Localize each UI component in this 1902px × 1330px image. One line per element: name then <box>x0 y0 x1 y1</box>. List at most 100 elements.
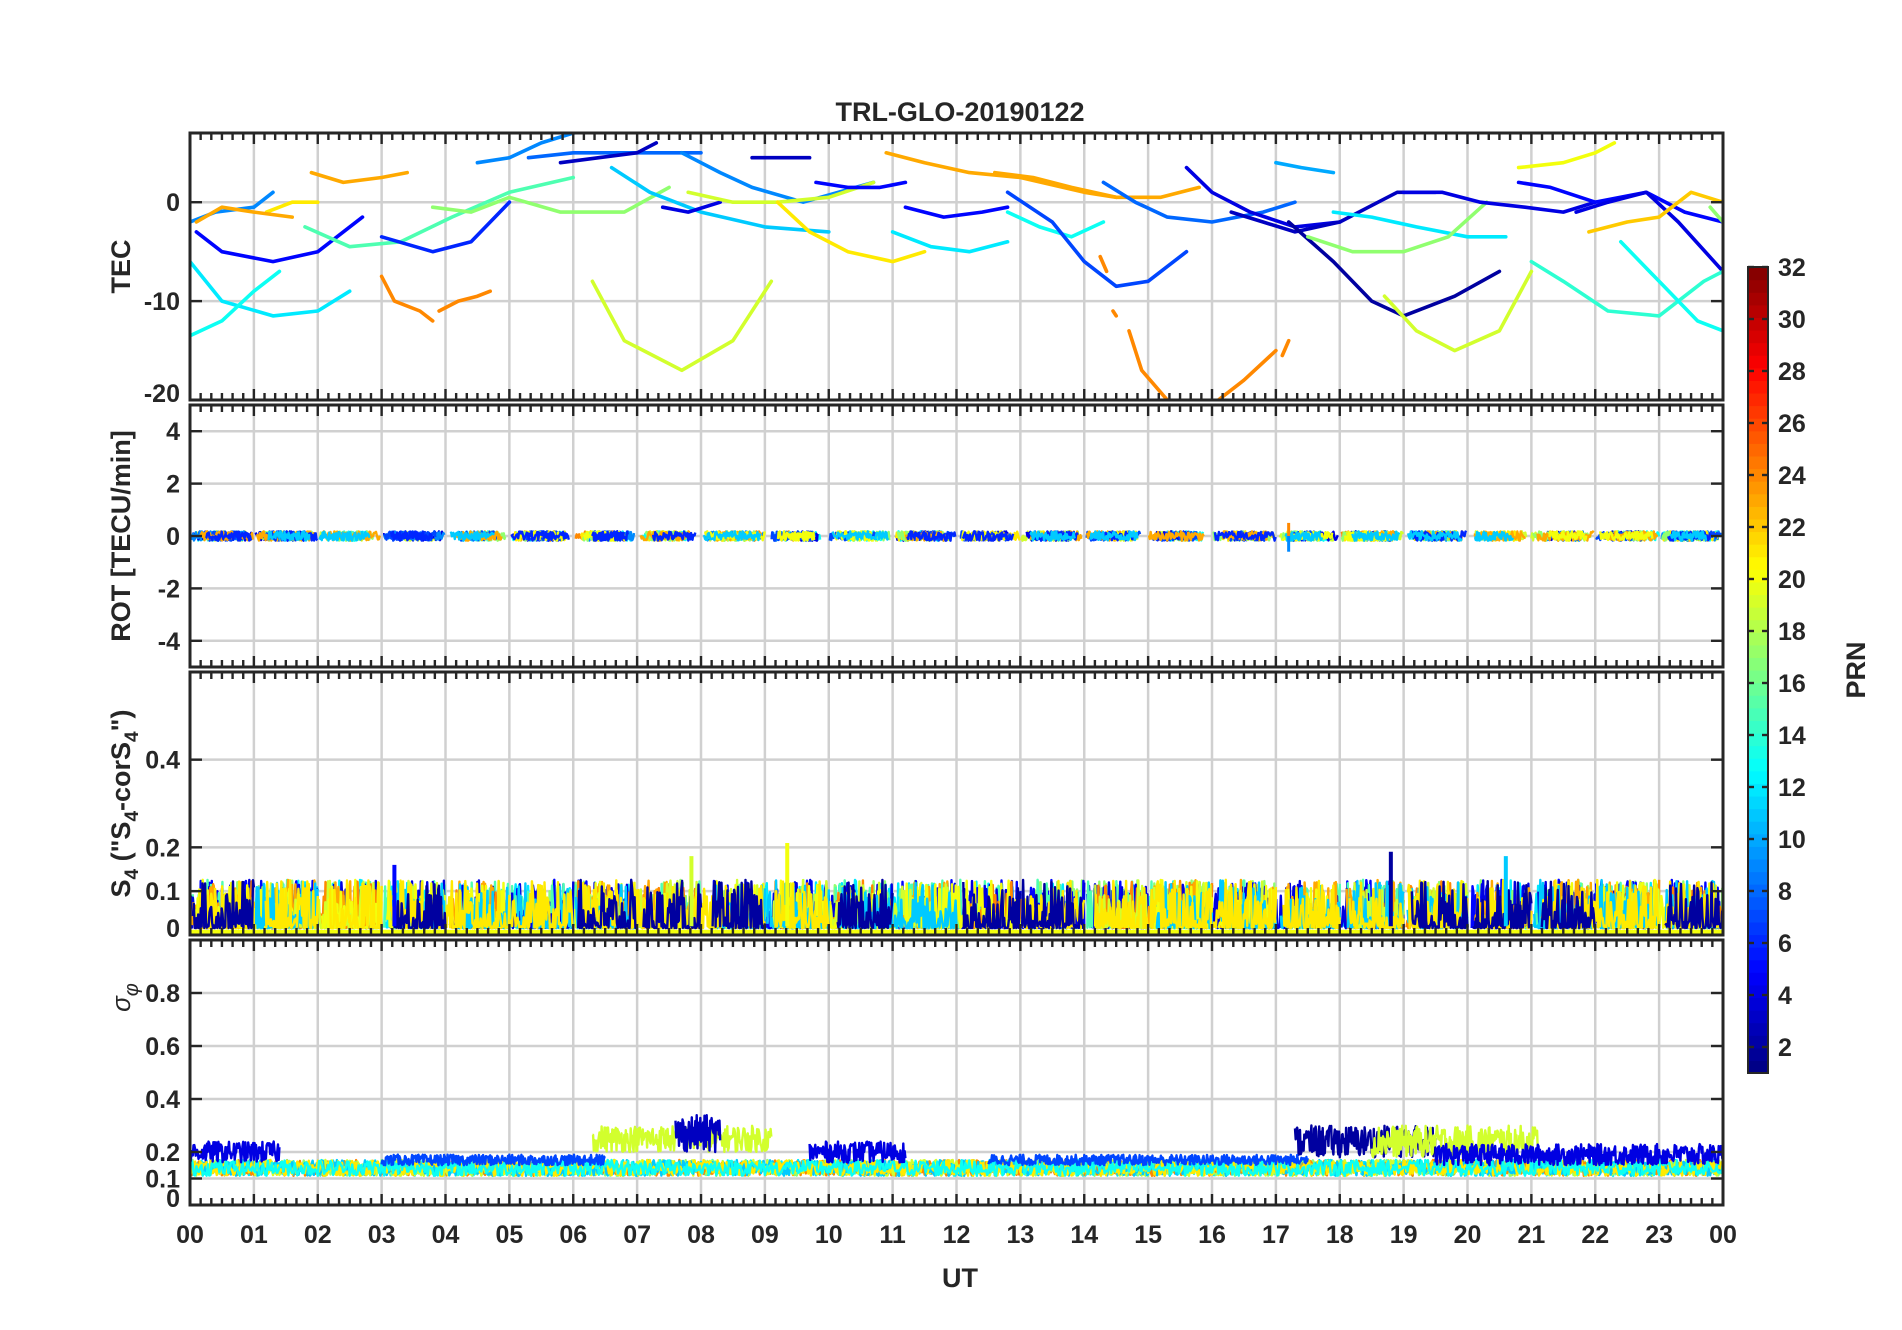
colorbar: 32 30 28 26 24 22 20 18 16 14 12 10 8 6 4 2 PRN <box>1747 254 1871 1074</box>
s4-trace-prn-2 <box>1540 880 1597 930</box>
rot-trace-prn-6 <box>204 530 253 542</box>
colorbar-tick-label: 12 <box>1778 774 1806 802</box>
colorbar-swatch <box>1748 821 1768 835</box>
colorbar-swatch <box>1748 770 1768 784</box>
colorbar-swatch <box>1748 657 1768 671</box>
tec-arc-prn-17 <box>1306 200 1489 254</box>
colorbar-swatch <box>1748 481 1768 495</box>
colorbar-swatch <box>1748 858 1768 873</box>
tec-arc-prn-4 <box>1574 190 1723 274</box>
colorbar-swatch <box>1748 632 1768 646</box>
plot-area-tec <box>190 133 1723 400</box>
y-tick-label: 0.2 <box>145 1139 180 1167</box>
ticks-rot: 4 2 0 -2 -4 <box>158 405 1725 667</box>
colorbar-tick-label: 10 <box>1778 826 1806 854</box>
colorbar-swatch <box>1748 292 1768 306</box>
tec-arc-prn-17 <box>430 185 671 214</box>
tec-arc-prn-9 <box>475 133 588 165</box>
tec-arc-prn-11 <box>609 165 831 234</box>
colorbar-tick-label: 14 <box>1778 722 1806 750</box>
tec-arc-prn-12 <box>1331 210 1508 239</box>
y-tick-label: 0 <box>166 1185 180 1213</box>
chart-title: TRL-GLO-20190122 <box>835 97 1084 127</box>
colorbar-swatch <box>1748 405 1768 419</box>
colorbar-swatch <box>1748 430 1768 444</box>
colorbar-swatch <box>1748 707 1768 721</box>
tec-arc-prn-4 <box>1184 165 1342 229</box>
colorbar-swatch <box>1748 493 1768 507</box>
colorbar-swatch <box>1748 695 1768 709</box>
y-axis-label-s4: S4 ("S4-corS4") <box>106 710 143 898</box>
tec-arc-prn-24 <box>1098 254 1109 274</box>
y-tick-label: 0.4 <box>145 1086 180 1114</box>
s4-trace-prn-2 <box>393 883 447 930</box>
tec-arc-prn-13 <box>1619 240 1723 333</box>
colorbar-swatch <box>1748 959 1768 973</box>
s4-trace-prn-2 <box>711 878 767 930</box>
x-tick-label: 03 <box>368 1221 396 1249</box>
colorbar-tick-label: 28 <box>1778 358 1806 386</box>
colorbar-tick-label: 18 <box>1778 618 1806 646</box>
x-tick-label: 16 <box>1198 1221 1226 1249</box>
x-tick-label: 18 <box>1326 1221 1354 1249</box>
x-tick-label: 23 <box>1645 1221 1673 1249</box>
s4-trace-prn-2 <box>962 881 1022 930</box>
rot-trace-prn-11 <box>1089 530 1139 542</box>
rot-trace-prn-11 <box>267 530 311 542</box>
tec-arc-prn-13 <box>190 269 282 338</box>
tec-arc-prn-17 <box>1708 205 1723 224</box>
x-tick-label: 19 <box>1390 1221 1418 1249</box>
colorbar-tick-label: 2 <box>1778 1034 1792 1062</box>
y-tick-label: 0 <box>166 189 180 217</box>
colorbar-swatch <box>1748 506 1768 520</box>
tec-arc-prn-2 <box>1286 220 1502 318</box>
tec-arc-prn-21 <box>775 200 927 264</box>
colorbar-swatch <box>1748 267 1768 281</box>
colorbar-tick-label: 8 <box>1778 878 1792 906</box>
tec-arc-prn-23 <box>194 205 294 224</box>
colorbar-swatch <box>1748 972 1768 986</box>
rot-trace-prn-23 <box>1147 530 1205 542</box>
tec-arc-prn-23 <box>309 170 409 185</box>
colorbar-tick-label: 16 <box>1778 670 1806 698</box>
y-tick-label: -20 <box>144 380 180 408</box>
x-tick-label: 01 <box>240 1221 268 1249</box>
x-tick-label: 08 <box>687 1221 715 1249</box>
tec-arc-prn-24 <box>1127 329 1278 400</box>
x-tick-label: 05 <box>495 1221 523 1249</box>
sigma-band-prn-4 <box>1434 1142 1723 1167</box>
rot-trace-prn-6 <box>1213 530 1277 542</box>
colorbar-swatch <box>1748 569 1768 583</box>
colorbar-swatch <box>1748 418 1768 432</box>
colorbar-swatch <box>1748 355 1768 369</box>
plot-area-sigma_phi <box>190 1114 1723 1177</box>
tec-arc-prn-24 <box>437 289 492 313</box>
tec-arc-prn-4 <box>660 200 722 214</box>
colorbar-swatch <box>1748 1060 1768 1074</box>
colorbar-swatch <box>1748 884 1768 898</box>
colorbar-swatch <box>1748 795 1768 810</box>
colorbar-swatch <box>1748 329 1768 344</box>
tec-arc-prn-8 <box>1101 180 1297 224</box>
s4-trace-prn-21 <box>509 880 575 930</box>
panel-tec: 0 -10 -20 TEC <box>106 131 1725 408</box>
y-tick-label: 0 <box>166 915 180 943</box>
colorbar-tick-label: 32 <box>1778 254 1806 282</box>
rot-trace-prn-6 <box>591 530 629 542</box>
colorbar-swatch <box>1748 556 1768 570</box>
x-tick-label: 10 <box>815 1221 843 1249</box>
colorbar-swatch <box>1748 455 1768 470</box>
colorbar-swatch <box>1748 947 1768 961</box>
colorbar-swatch <box>1748 871 1768 885</box>
x-tick-label: 06 <box>559 1221 587 1249</box>
s4-trace-prn-2 <box>1472 880 1533 930</box>
y-tick-label: -4 <box>158 628 180 656</box>
x-axis-label: UT <box>942 1263 978 1293</box>
tec-arc-prn-5 <box>814 180 908 190</box>
ticks-s4: 0.4 0.2 0.1 0 <box>145 672 1725 943</box>
rot-trace-prn-11 <box>449 530 496 542</box>
tec-arc-prn-13 <box>1005 210 1106 239</box>
x-tick-label: 14 <box>1070 1221 1098 1249</box>
rot-trace-prn-6 <box>651 530 697 542</box>
plot-area-rot <box>190 522 1723 552</box>
